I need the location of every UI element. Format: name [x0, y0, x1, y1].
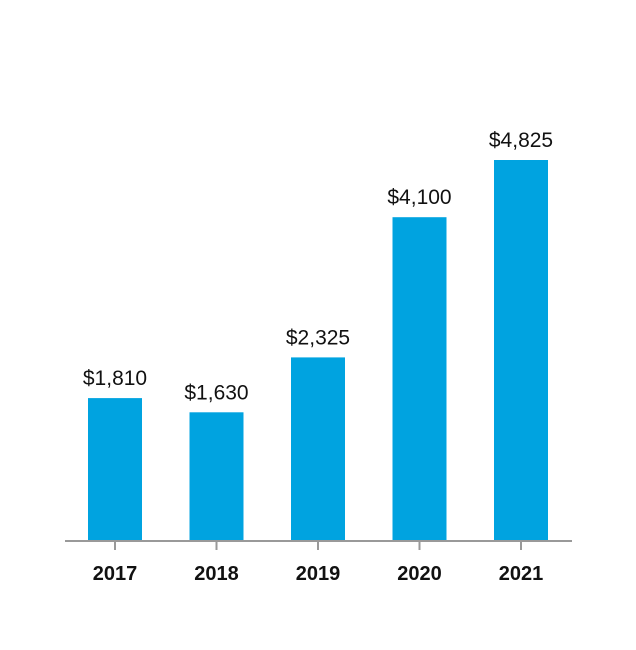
x-tick-label-2021: 2021 — [499, 563, 544, 585]
x-axis-tick-labels-group: 2017 2018 2019 2020 2021 — [93, 563, 544, 585]
bar-2020 — [392, 217, 447, 541]
x-axis-ticks-group — [114, 541, 522, 550]
x-tick-label-2020: 2020 — [397, 563, 442, 585]
bar-2017 — [88, 398, 142, 541]
bar-2021 — [494, 160, 548, 541]
bar-2018 — [189, 412, 244, 541]
value-label-2020: $4,100 — [387, 186, 451, 209]
bars-group — [88, 160, 548, 541]
bar-2019 — [291, 357, 345, 541]
x-tick-label-2019: 2019 — [296, 563, 341, 585]
x-tick-label-2018: 2018 — [194, 563, 239, 585]
value-labels-group: $1,810 $1,630 $2,325 $4,100 $4,825 — [83, 129, 553, 404]
x-tick-label-2017: 2017 — [93, 563, 138, 585]
value-label-2018: $1,630 — [184, 381, 248, 404]
value-label-2021: $4,825 — [489, 129, 553, 152]
value-label-2019: $2,325 — [286, 326, 350, 349]
value-label-2017: $1,810 — [83, 367, 147, 390]
